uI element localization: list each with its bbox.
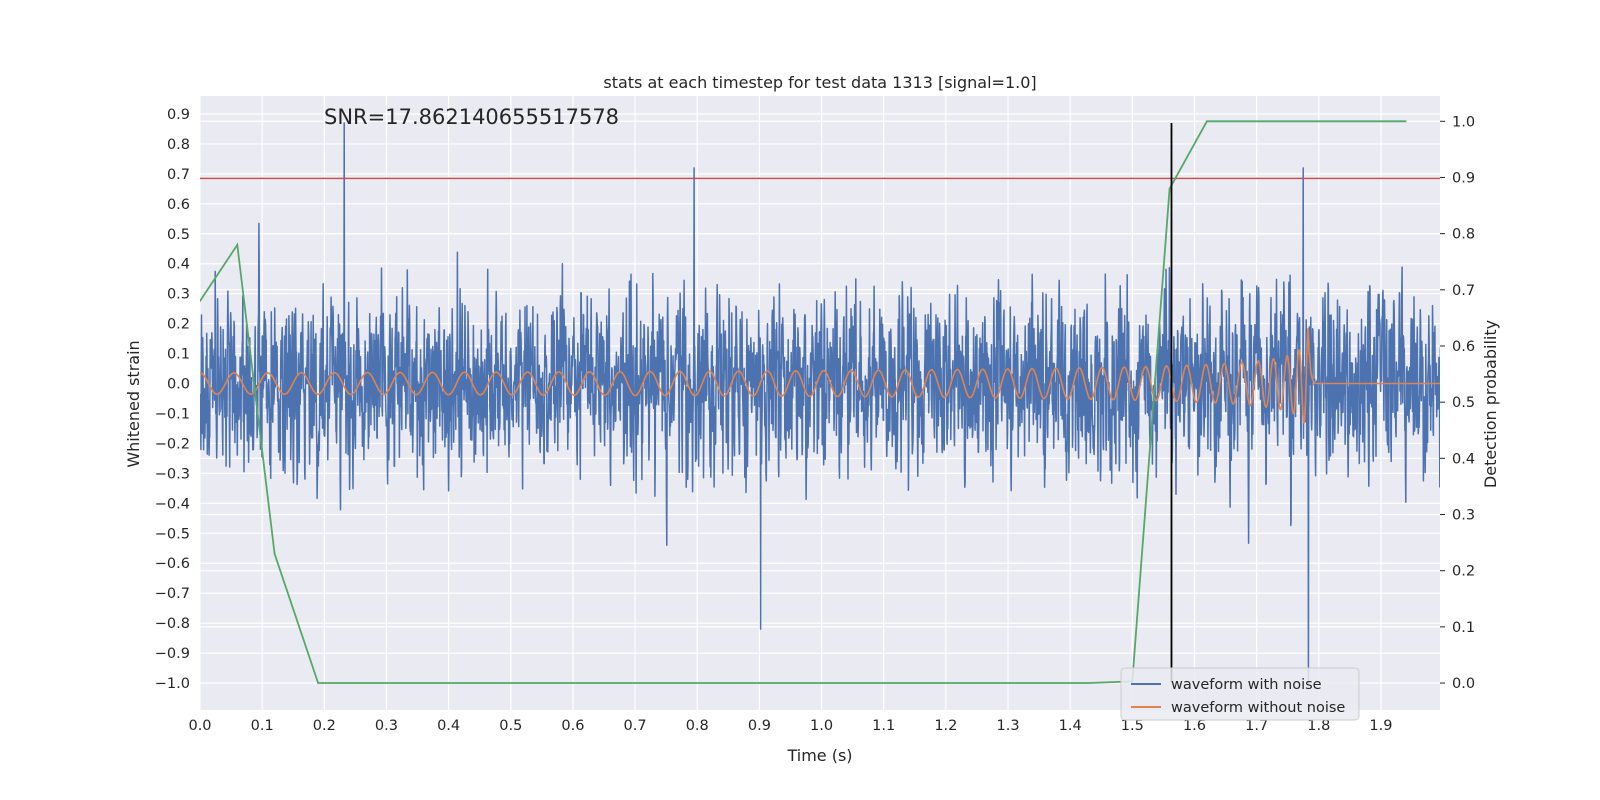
x-tick-label: 1.6 xyxy=(1183,718,1206,734)
x-tick-label: 0.3 xyxy=(375,718,398,734)
y-right-tick-label: 0.9 xyxy=(1452,170,1475,186)
detection-probability-point xyxy=(1168,187,1171,190)
y-left-tick-label: −0.7 xyxy=(155,586,190,602)
x-tick-label: 1.3 xyxy=(996,718,1019,734)
y-right-tick-label: 0.2 xyxy=(1452,564,1475,580)
y-left-tick-label: 0.7 xyxy=(167,167,190,183)
x-tick-label: 0.1 xyxy=(251,718,274,734)
y-left-tick-label: −0.1 xyxy=(155,406,190,422)
y-left-tick-label: −0.3 xyxy=(155,466,190,482)
series-line-with-noise xyxy=(200,122,1440,684)
y-right-tick-label: 0.7 xyxy=(1452,283,1475,299)
x-tick-label: 0.9 xyxy=(748,718,771,734)
x-tick-label: 1.2 xyxy=(934,718,957,734)
series-line-detection-probability xyxy=(200,120,1406,684)
plot-marks xyxy=(200,120,1440,684)
detection-probability-point xyxy=(354,682,357,684)
y-left-tick-label: −1.0 xyxy=(155,676,190,692)
detection-probability-point xyxy=(1405,120,1407,123)
detection-probability-point xyxy=(1088,682,1090,684)
y-right-tick-label: 0.8 xyxy=(1452,227,1475,243)
detection-probability-point xyxy=(236,244,239,246)
x-tick-label: 1.7 xyxy=(1245,718,1268,734)
legend-label-without-noise: waveform without noise xyxy=(1171,700,1345,716)
x-tick-label: 0.4 xyxy=(437,718,460,734)
x-tick-label: 0.7 xyxy=(624,718,647,734)
y-left-tick-label: 0.1 xyxy=(167,347,190,363)
x-tick-label: 1.8 xyxy=(1307,718,1330,734)
legend-box xyxy=(1120,667,1360,721)
y-right-tick-label: 0.0 xyxy=(1452,676,1475,692)
snr-annotation: SNR=17.862140655517578 xyxy=(324,105,619,129)
y-left-tick-label: −0.4 xyxy=(155,496,190,512)
detection-probability-point xyxy=(1206,120,1208,123)
y-left-tick-label: −0.6 xyxy=(155,556,190,572)
y-left-tick-label: 0.6 xyxy=(167,197,190,213)
x-tick-label: 1.1 xyxy=(872,718,895,734)
x-tick-label: 0.6 xyxy=(561,718,584,734)
y-axis-right-label: Detection probability xyxy=(1481,320,1500,488)
y-left-tick-label: −0.5 xyxy=(155,526,190,542)
x-tick-label: 1.4 xyxy=(1059,718,1082,734)
x-tick-label: 1.9 xyxy=(1369,718,1392,734)
x-tick-label: 0.0 xyxy=(188,718,211,734)
y-right-tick-label: 0.5 xyxy=(1452,395,1475,411)
y-left-tick-label: −0.2 xyxy=(155,436,190,452)
y-axis-left-label: Whitened strain xyxy=(124,340,143,467)
y-right-tick-label: 0.4 xyxy=(1452,451,1475,467)
detection-probability-point xyxy=(200,300,201,302)
legend-label-with-noise: waveform with noise xyxy=(1171,677,1322,693)
y-left-tick-label: 0.5 xyxy=(167,227,190,243)
chart-title: stats at each timestep for test data 131… xyxy=(603,73,1036,92)
x-tick-label: 0.5 xyxy=(499,718,522,734)
y-left-tick-label: 0.4 xyxy=(167,257,190,273)
y-left-tick-label: 0.3 xyxy=(167,287,190,303)
series-layer xyxy=(200,120,1440,684)
y-right-tick-label: 0.6 xyxy=(1452,339,1475,355)
y-left-tick-label: −0.8 xyxy=(155,616,190,632)
y-left-tick-label: −0.9 xyxy=(155,646,190,662)
x-axis-label: Time (s) xyxy=(786,746,852,765)
y-right-tick-label: 0.3 xyxy=(1452,508,1475,524)
y-left-tick-label: 0.0 xyxy=(167,377,190,393)
tick-labels: 0.0 0.1 0.2 0.3 0.4 0.5 0.6 0.7 0.8 0.9 1.0 1.1 1.2 1… xyxy=(155,107,1475,734)
y-right-tick-label: 0.1 xyxy=(1452,620,1475,636)
y-left-tick-label: 0.2 xyxy=(167,317,190,333)
y-right-tick-label: 1.0 xyxy=(1452,114,1475,130)
x-tick-label: 1.5 xyxy=(1121,718,1144,734)
detection-probability-point xyxy=(273,553,276,555)
x-tick-label: 0.8 xyxy=(686,718,709,734)
series-line-without-noise xyxy=(200,327,1440,424)
detection-probability-point xyxy=(317,682,319,684)
y-left-tick-label: 0.8 xyxy=(167,137,190,153)
x-tick-label: 1.0 xyxy=(810,718,833,734)
x-tick-label: 0.2 xyxy=(313,718,336,734)
y-left-tick-label: 0.9 xyxy=(167,107,190,123)
legend: waveform with noise waveform without noi… xyxy=(1120,667,1360,721)
